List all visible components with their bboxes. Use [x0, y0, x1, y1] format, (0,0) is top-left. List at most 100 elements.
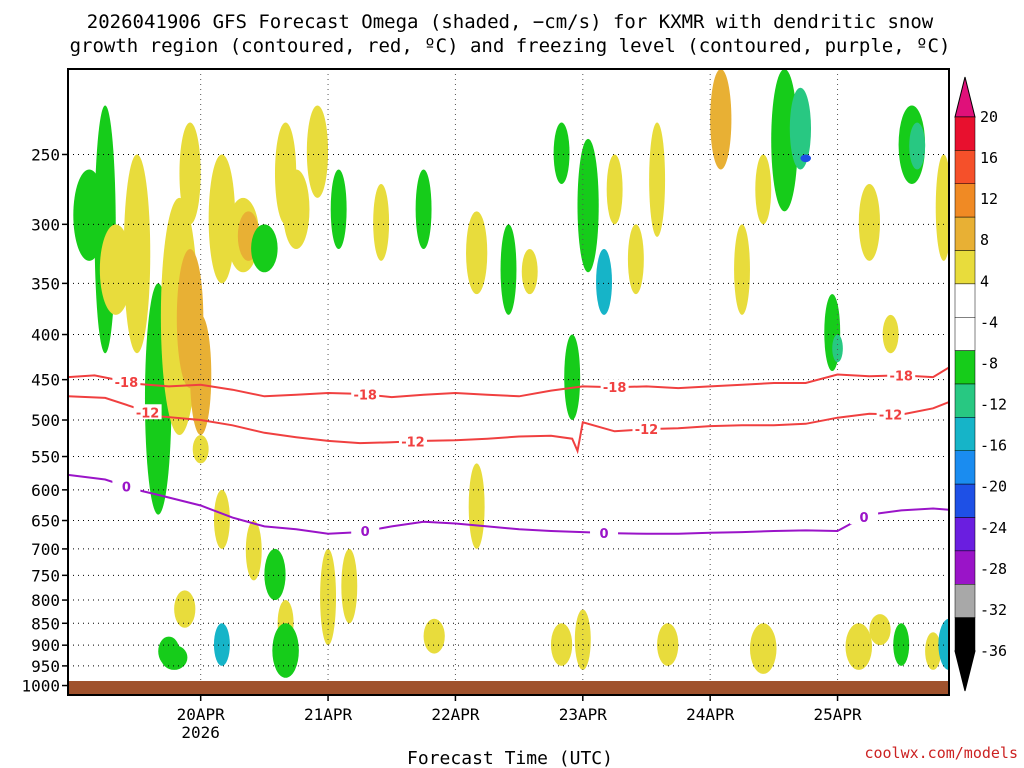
time-tick-label: 21APR	[304, 705, 353, 724]
contour-label: -18	[353, 388, 377, 403]
contour-label: 0	[361, 525, 370, 540]
contour-label-bg	[632, 421, 661, 437]
omega-blob	[925, 632, 942, 670]
time-tick-label: 25APR	[813, 705, 862, 724]
omega-blob	[160, 645, 188, 670]
omega-blob	[550, 623, 573, 666]
omega-blob	[521, 249, 538, 295]
colorbar-top-arrow	[954, 76, 976, 118]
contour-label: 0	[860, 511, 869, 526]
omega-blob	[264, 548, 286, 601]
contour-label: -12	[401, 435, 425, 450]
omega-blob	[869, 614, 891, 646]
contour-label-bg	[112, 478, 141, 494]
contour-label-bg	[887, 367, 916, 383]
pressure-axis: 250 300 350 400 450 500 550 600 650 700 750 800 850 9…	[21, 145, 68, 696]
contour-label: -12	[635, 423, 659, 438]
colorbar-label: 12	[980, 190, 998, 208]
pressure-tick-label: 700	[31, 540, 60, 559]
colorbar-swatch	[954, 517, 976, 552]
omega-blob	[245, 520, 262, 581]
omega-blob	[734, 224, 750, 315]
colorbar-label: -28	[980, 560, 1007, 578]
time-tick-label: 24APR	[686, 705, 735, 724]
omega-blob	[423, 618, 445, 654]
contour-label: -18	[603, 381, 627, 396]
pressure-tick-label: 900	[31, 636, 60, 655]
time-tick-label: 22APR	[431, 705, 480, 724]
colorbar-swatch	[954, 216, 976, 251]
colorbar-label: -12	[980, 396, 1007, 414]
pressure-tick-label: 1000	[21, 677, 60, 696]
contour-label-bg	[351, 523, 380, 539]
pressure-tick-label: 800	[31, 591, 60, 610]
contour-layer: -18 -18 -18 -18 -12 -12 -12 -12 0 0 0 0	[68, 366, 949, 542]
contour-label: -18	[889, 369, 913, 384]
colorbar: 20 16 12 8 4 -4 -8 -12 -16 -20 -24 -28 -32 -36	[954, 76, 1007, 692]
pressure-tick-label: 550	[31, 448, 60, 467]
colorbar-swatch	[954, 283, 976, 318]
omega-blob	[564, 334, 581, 421]
colorbar-swatch	[954, 250, 976, 285]
omega-blob	[909, 122, 926, 170]
colorbar-label: -16	[980, 437, 1007, 455]
colorbar-swatch	[954, 150, 976, 184]
omega-blob	[858, 183, 881, 261]
omega-blob	[553, 122, 570, 184]
colorbar-swatch	[954, 183, 976, 218]
omega-blob	[755, 154, 772, 225]
contour-label-bg	[600, 379, 629, 395]
ground-surface	[68, 681, 949, 695]
omega-blob	[373, 183, 390, 261]
omega-blob	[938, 618, 949, 670]
contour-label-bg	[351, 386, 380, 402]
omega-blob	[596, 249, 612, 315]
colorbar-label: -24	[980, 519, 1007, 537]
omega-blob	[174, 590, 196, 628]
colorbar-label: 16	[980, 149, 998, 167]
omega-blob	[123, 154, 151, 354]
omega-blob	[208, 154, 236, 284]
omega-blob	[832, 334, 843, 363]
pressure-tick-label: 500	[31, 411, 60, 430]
x-axis-label: Forecast Time (UTC)	[407, 748, 613, 768]
colorbar-swatch	[954, 350, 976, 385]
colorbar-label: -4	[980, 313, 998, 331]
pressure-tick-label: 300	[31, 215, 60, 234]
omega-blob	[606, 154, 623, 225]
contour-label-bg	[590, 524, 619, 540]
omega-blob	[577, 138, 599, 273]
omega-blob	[749, 623, 777, 674]
freezing-level-contour	[68, 473, 949, 535]
omega-blob	[882, 314, 899, 354]
omega-blob	[213, 623, 230, 666]
pressure-tick-label: 400	[31, 326, 60, 345]
time-tick-label: 20APR	[177, 705, 226, 724]
colorbar-label: 4	[980, 272, 989, 290]
omega-blob	[800, 154, 812, 163]
omega-blob	[468, 463, 485, 549]
omega-blob	[251, 224, 278, 273]
dgz-bottom-contour	[68, 395, 949, 455]
pressure-tick-label: 450	[31, 371, 60, 390]
contour-label-bg	[876, 406, 905, 422]
omega-blob	[500, 224, 517, 315]
omega-blob	[341, 548, 358, 624]
omega-blob	[649, 122, 666, 237]
contour-label: 0	[600, 527, 609, 542]
contour-label: -12	[136, 406, 160, 421]
colorbar-swatch	[954, 584, 976, 618]
omega-blob	[710, 69, 732, 170]
colorbar-swatch	[954, 383, 976, 418]
colorbar-swatch	[954, 617, 976, 652]
colorbar-swatch	[954, 317, 976, 351]
pressure-tick-label: 250	[31, 145, 60, 164]
omega-blob	[893, 623, 910, 666]
pressure-tick-label: 350	[31, 274, 60, 293]
omega-blob	[657, 623, 679, 666]
pressure-tick-label: 600	[31, 481, 60, 500]
omega-blob	[282, 169, 310, 250]
time-tick-sublabel: 2026	[181, 723, 220, 742]
colorbar-label: 8	[980, 231, 989, 249]
